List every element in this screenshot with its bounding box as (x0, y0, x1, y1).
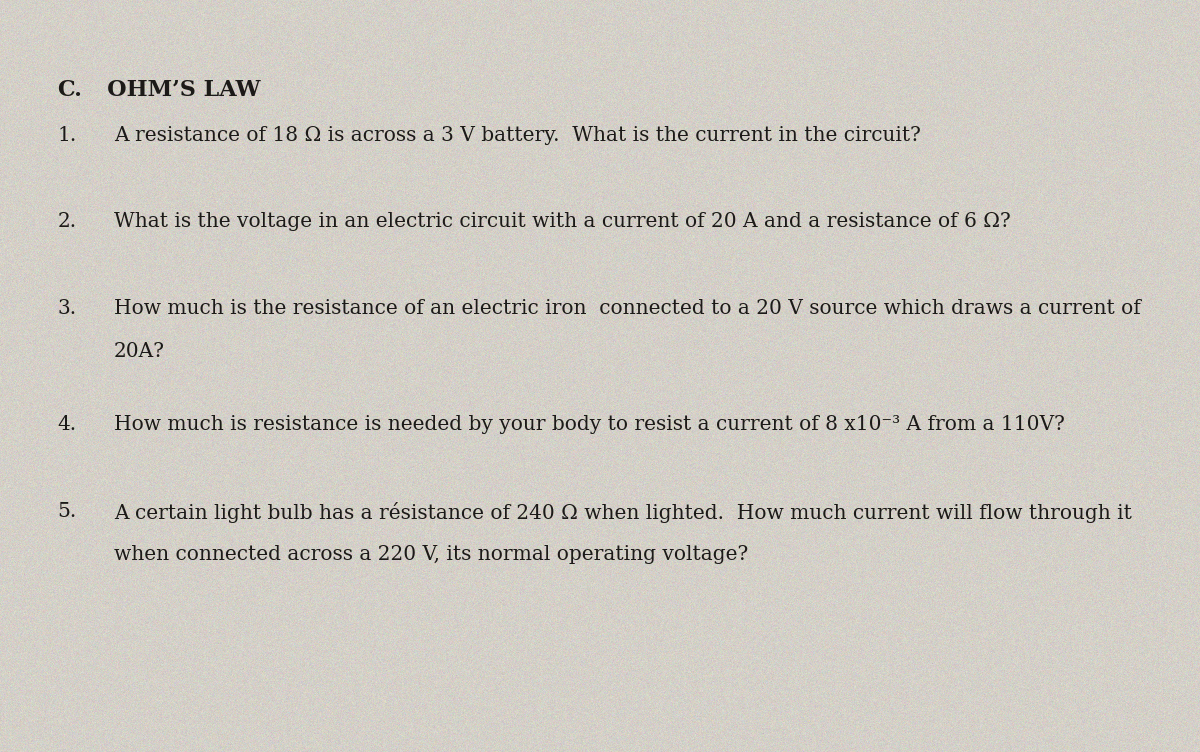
Text: when connected across a 220 V, its normal operating voltage?: when connected across a 220 V, its norma… (114, 545, 749, 564)
Text: A resistance of 18 Ω is across a 3 V battery.  What is the current in the circui: A resistance of 18 Ω is across a 3 V bat… (114, 126, 920, 144)
Text: 5.: 5. (58, 502, 77, 520)
Text: How much is the resistance of an electric iron  connected to a 20 V source which: How much is the resistance of an electri… (114, 299, 1141, 317)
Text: How much is resistance is needed by your body to resist a current of 8 x10⁻³ A f: How much is resistance is needed by your… (114, 415, 1064, 434)
Text: A certain light bulb has a résistance of 240 Ω when lighted.  How much current w: A certain light bulb has a résistance of… (114, 502, 1132, 523)
Text: OHM’S LAW: OHM’S LAW (84, 79, 260, 101)
Text: 2.: 2. (58, 212, 77, 231)
Text: C.: C. (58, 79, 83, 101)
Text: 3.: 3. (58, 299, 77, 317)
Text: 4.: 4. (58, 415, 77, 434)
Text: What is the voltage in an electric circuit with a current of 20 A and a resistan: What is the voltage in an electric circu… (114, 212, 1010, 231)
Text: 1.: 1. (58, 126, 77, 144)
Text: 20A?: 20A? (114, 342, 166, 361)
